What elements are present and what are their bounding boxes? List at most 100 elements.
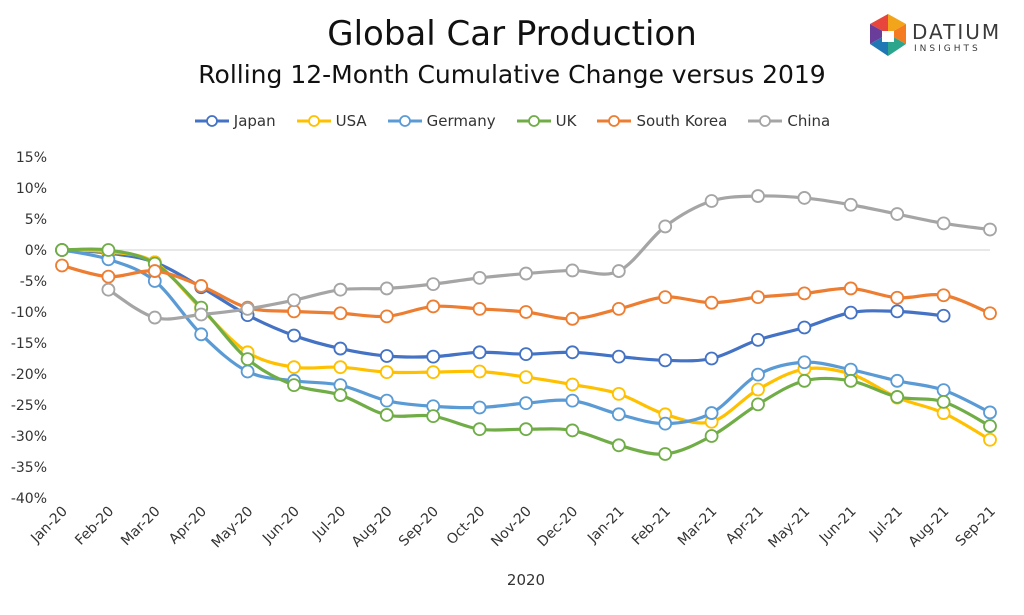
data-point-usa <box>751 382 765 397</box>
legend-label: Germany <box>426 112 496 130</box>
logo-mark-icon <box>870 14 906 56</box>
legend-label: South Korea <box>636 112 728 130</box>
legend-label: UK <box>555 112 577 130</box>
logo-tagline: INSIGHTS <box>914 44 981 54</box>
y-tick-label: -20% <box>11 367 47 383</box>
chart-subtitle: Rolling 12-Month Cumulative Change versu… <box>198 60 826 89</box>
data-point-south-korea <box>426 299 441 314</box>
data-point-uk <box>240 352 255 367</box>
x-tick-label: May-20 <box>209 504 257 552</box>
data-point-japan <box>519 347 533 362</box>
data-point-south-korea <box>287 304 301 319</box>
data-point-south-korea <box>658 290 673 305</box>
legend-label: Japan <box>233 112 276 130</box>
series-line-japan <box>60 248 946 363</box>
data-point-uk <box>55 243 69 257</box>
data-point-south-korea <box>194 279 209 293</box>
data-point-germany <box>704 406 719 420</box>
data-point-germany <box>611 407 626 422</box>
data-point-japan <box>565 345 580 360</box>
y-tick-label: -5% <box>20 274 47 290</box>
legend-swatch-south-korea <box>597 115 632 127</box>
data-point-china <box>194 307 209 322</box>
data-point-germany <box>658 416 673 431</box>
series-line-china <box>106 194 992 321</box>
y-tick-label: 5% <box>25 212 47 228</box>
data-point-japan <box>611 349 626 364</box>
data-point-uk <box>751 397 765 412</box>
data-point-china <box>519 266 533 281</box>
data-point-uk <box>519 422 533 437</box>
data-point-usa <box>565 377 580 392</box>
data-point-uk <box>936 394 951 409</box>
x-axis-title: 2020 <box>507 571 545 589</box>
data-point-uk <box>658 447 673 461</box>
data-point-japan <box>379 349 394 363</box>
data-point-germany <box>194 327 209 342</box>
x-tick-label: Apr-20 <box>166 504 210 548</box>
legend-item-china: China <box>747 112 830 130</box>
data-point-uk <box>565 423 580 438</box>
data-point-china <box>287 293 301 308</box>
data-point-china <box>936 216 951 231</box>
y-tick-label: -35% <box>11 460 47 476</box>
data-point-japan <box>843 305 858 320</box>
data-point-germany <box>240 364 255 379</box>
legend-item-uk: UK <box>516 112 577 130</box>
data-point-japan <box>704 351 719 366</box>
y-tick-label: -40% <box>11 491 47 507</box>
datium-logo: DATIUM INSIGHTS <box>868 12 1018 60</box>
data-point-china <box>426 277 441 292</box>
data-point-south-korea <box>936 288 951 303</box>
legend-swatch-usa <box>296 115 331 127</box>
y-tick-label: 10% <box>16 181 47 197</box>
data-point-germany <box>843 362 858 377</box>
data-point-china <box>565 263 580 278</box>
legend-swatch-germany <box>387 115 422 127</box>
data-point-china <box>843 197 858 212</box>
chart-legend: Japan USA Germany UK South Korea China <box>0 112 1024 130</box>
data-point-usa <box>936 406 951 420</box>
x-tick-label: Sep-20 <box>396 504 442 550</box>
y-tick-label: -15% <box>11 336 47 352</box>
x-tick-label: Mar-20 <box>118 504 164 550</box>
x-tick-label: Aug-20 <box>349 504 396 551</box>
data-point-germany <box>890 373 905 388</box>
data-point-south-korea <box>55 258 69 273</box>
data-point-uk <box>379 408 394 422</box>
y-tick-label: 15% <box>16 150 47 166</box>
data-point-uk <box>704 429 719 443</box>
data-point-china <box>658 219 673 234</box>
data-point-japan <box>797 320 812 335</box>
x-tick-label: Jul-21 <box>866 504 906 544</box>
data-point-south-korea <box>751 290 765 305</box>
y-tick-label: -25% <box>11 398 47 414</box>
data-point-south-korea <box>333 306 348 321</box>
logo-wordmark: DATIUM <box>912 20 1002 44</box>
data-point-japan <box>890 304 905 319</box>
data-point-usa <box>983 432 997 447</box>
x-tick-label: Apr-21 <box>723 504 767 548</box>
x-tick-label: Jun-20 <box>259 504 303 548</box>
x-tick-label: Feb-20 <box>72 504 117 549</box>
legend-label: USA <box>335 112 367 130</box>
chart-title: Global Car Production <box>327 14 697 54</box>
x-tick-label: Jul-20 <box>309 504 349 544</box>
legend-item-japan: Japan <box>194 112 276 130</box>
data-point-china <box>890 207 905 221</box>
x-tick-label: Oct-20 <box>444 504 489 549</box>
data-point-south-korea <box>565 311 580 326</box>
data-point-germany <box>565 393 580 408</box>
data-point-china <box>101 282 116 297</box>
data-point-uk <box>611 438 626 453</box>
legend-swatch-uk <box>516 115 551 127</box>
data-point-uk <box>797 373 812 388</box>
legend-swatch-japan <box>194 115 229 127</box>
data-point-japan <box>472 345 487 360</box>
legend-item-south-korea: South Korea <box>596 112 727 130</box>
x-tick-label: May-21 <box>765 504 813 552</box>
data-point-south-korea <box>472 301 487 316</box>
data-point-usa <box>426 365 441 380</box>
data-point-germany <box>983 405 997 420</box>
